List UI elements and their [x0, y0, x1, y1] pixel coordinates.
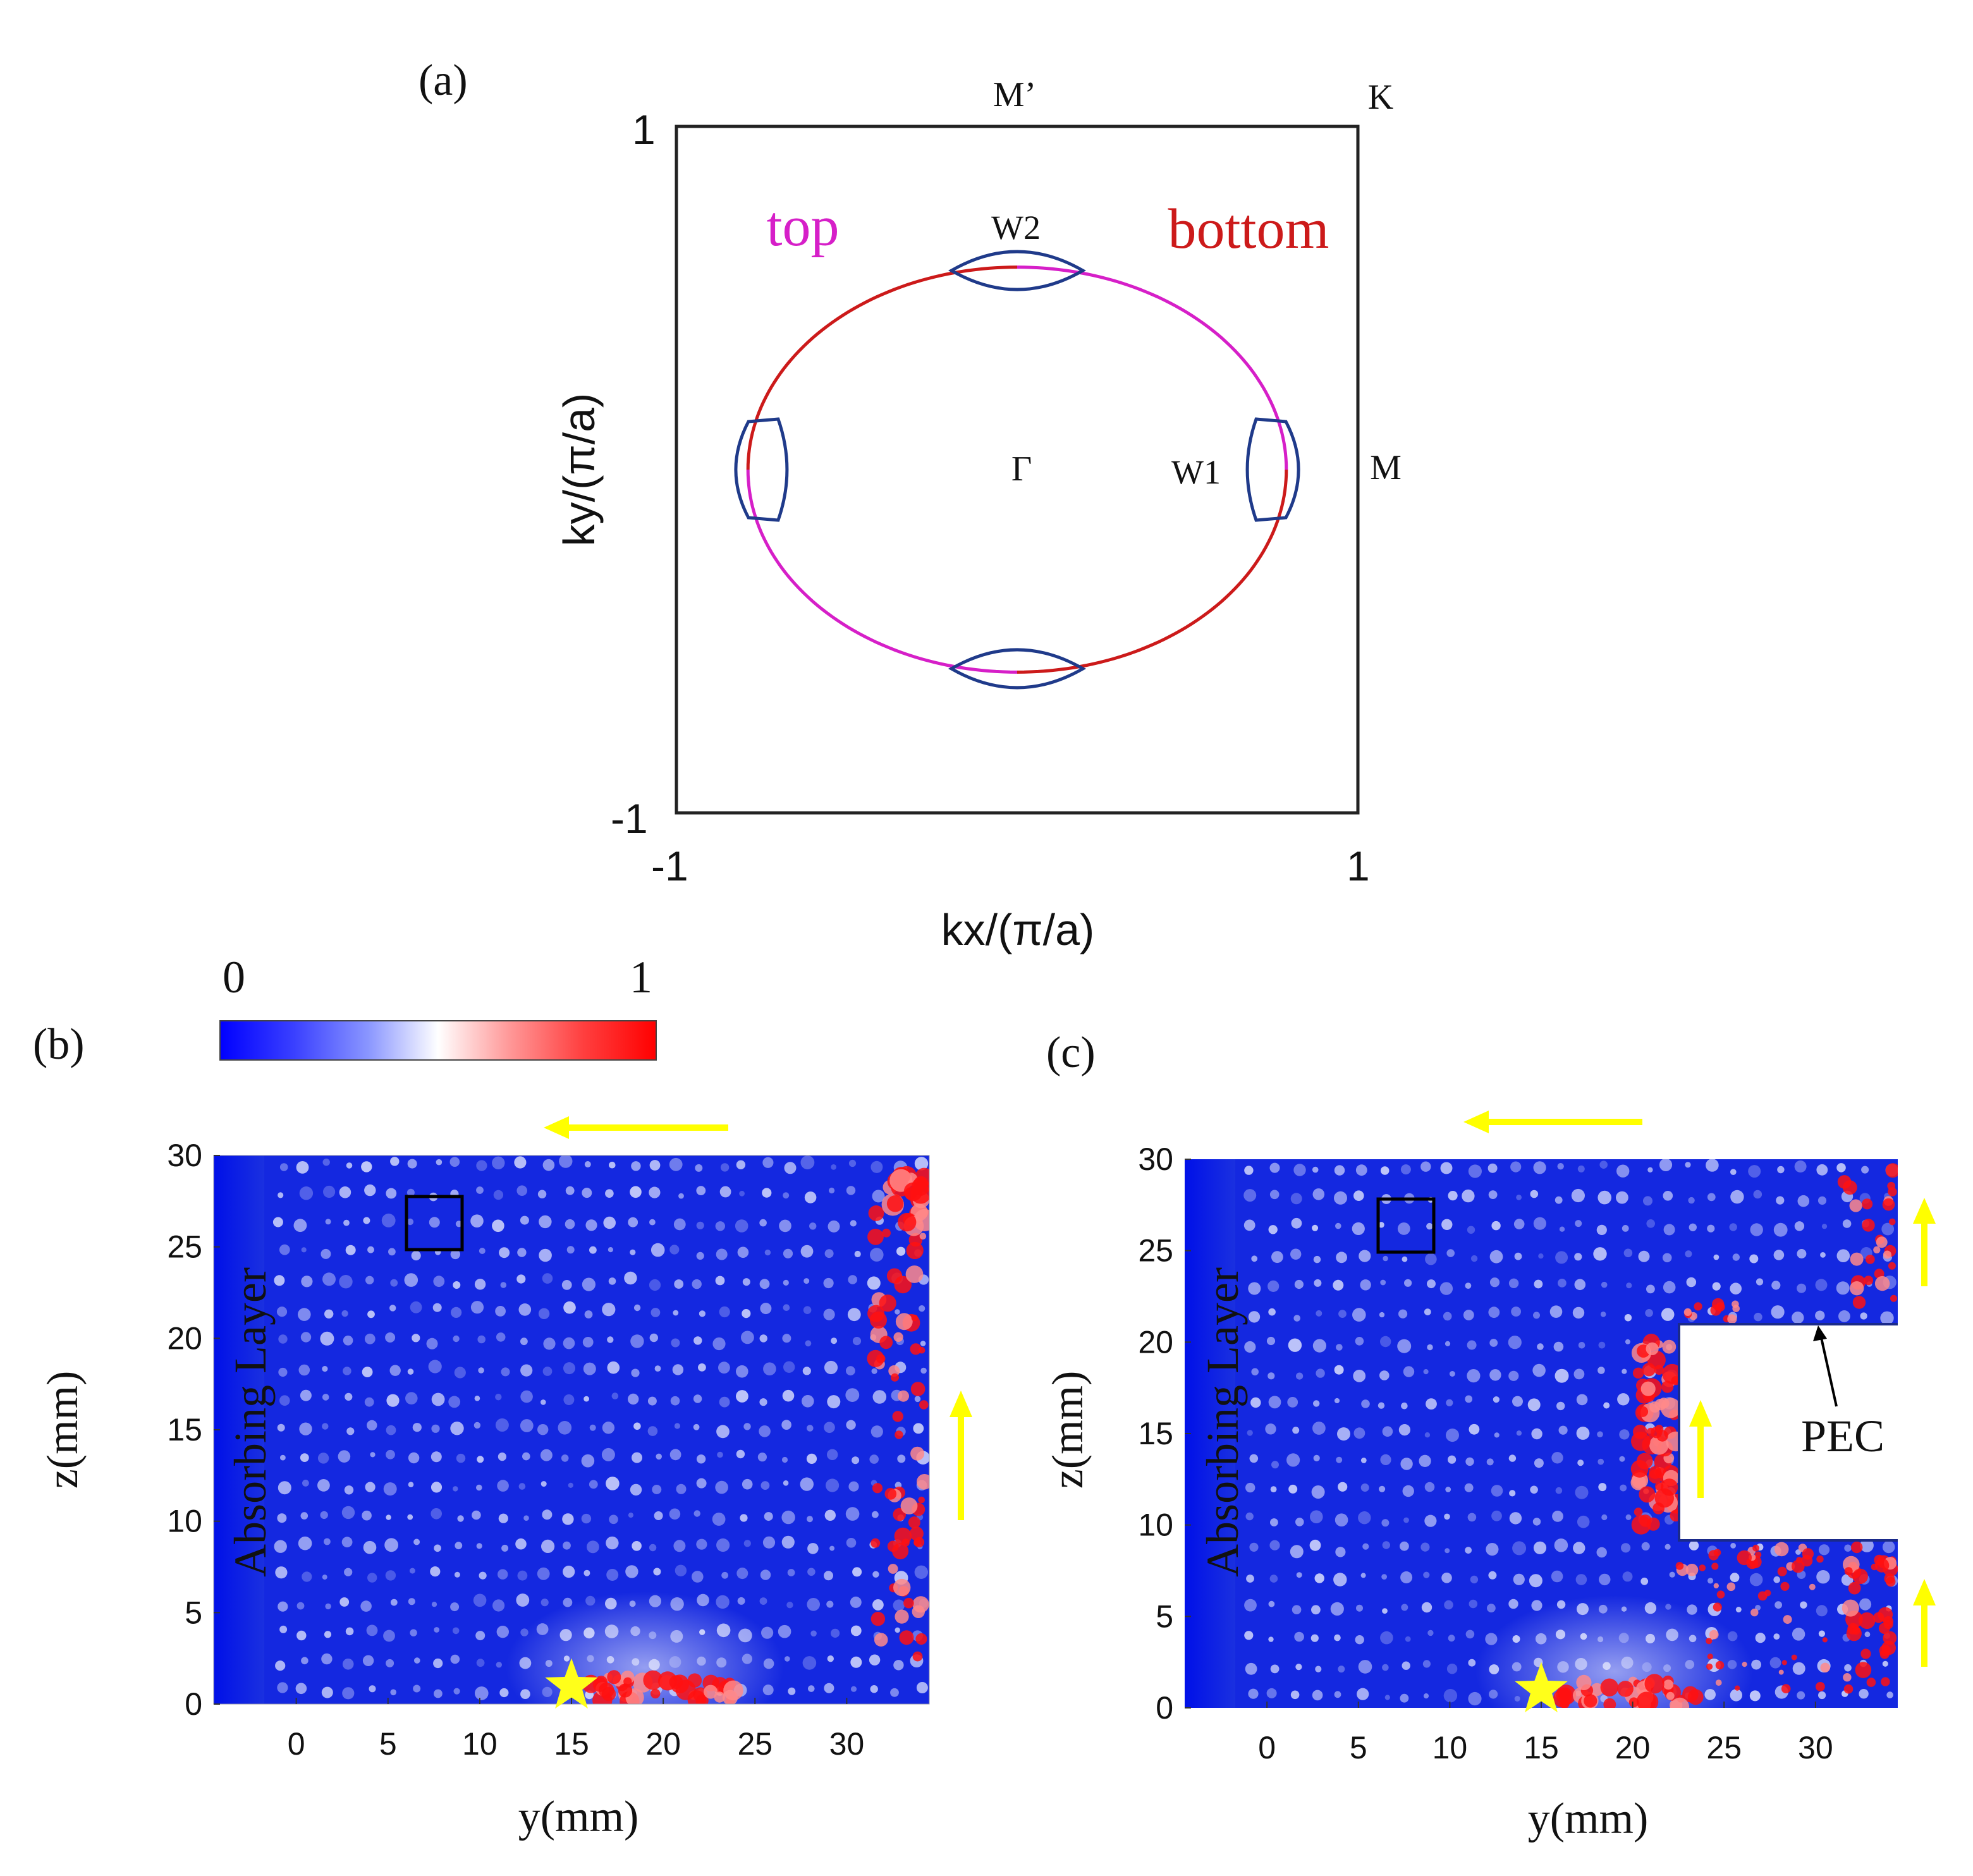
arrow-up-c-mid [1689, 1400, 1712, 1498]
ytick-label: 20 [167, 1320, 202, 1356]
pocket-2 [948, 648, 1087, 690]
absorbing-strip-c [1185, 1159, 1235, 1708]
unit-cell-box-c [1376, 1197, 1436, 1254]
ytick-label: 10 [1138, 1508, 1173, 1543]
weyl-pockets [734, 250, 1300, 690]
colorbar: 0 1 [219, 952, 657, 1061]
point-label-m: M [1370, 448, 1402, 487]
xtick-label: 0 [1258, 1730, 1276, 1765]
pocket-4 [734, 417, 789, 522]
xtick-label: 20 [1615, 1730, 1651, 1765]
source-star-b [545, 1658, 598, 1709]
xtick-label: 5 [379, 1726, 397, 1762]
xtick-label: 30 [829, 1726, 865, 1762]
xtick-label: 10 [462, 1726, 498, 1762]
ytick-label: 5 [1156, 1599, 1173, 1634]
ytick-label: 30 [1138, 1142, 1173, 1177]
ytick-label: 0 [1156, 1690, 1173, 1726]
xtick-left: -1 [651, 843, 688, 889]
point-label-m-prime: M’ [993, 75, 1036, 114]
ytick-label: 20 [1138, 1324, 1173, 1360]
arrow-up-b [950, 1391, 972, 1520]
panel-c-label: (c) [1046, 1028, 1096, 1077]
xaxis-label-a: kx/(π/a) [941, 905, 1095, 954]
ytick-label: 10 [167, 1504, 202, 1539]
arc-top-lower-left [746, 469, 1018, 674]
yaxis-label-b: z(mm) [39, 1371, 87, 1489]
ytick-label: 5 [185, 1595, 202, 1630]
ytick-label: 25 [167, 1229, 202, 1265]
colorbar-gradient [219, 1020, 657, 1061]
xtick-right: 1 [1347, 843, 1370, 889]
ticks-b: 0 5 10 15 20 25 30 0 5 10 15 20 25 30 [167, 1138, 864, 1762]
yaxis-label-c: z(mm) [1044, 1371, 1092, 1489]
xtick-label: 20 [645, 1726, 681, 1762]
point-label-gamma: Γ [1011, 449, 1032, 489]
point-label-w1: W1 [1171, 453, 1221, 491]
pec-pointer [1813, 1325, 1838, 1407]
xtick-label: 15 [1524, 1730, 1559, 1765]
unit-cell-box-b [405, 1195, 464, 1252]
pocket-1 [948, 250, 1087, 291]
field-texture-c [1243, 1159, 1898, 1708]
arrow-up-c-top [1913, 1198, 1936, 1286]
ytick-top: 1 [632, 106, 656, 153]
ytick-label: 25 [1138, 1233, 1173, 1269]
arc-top-upper-right [1017, 265, 1288, 470]
plot-frame-a [675, 125, 1360, 815]
xtick-label: 25 [737, 1726, 773, 1762]
ytick-bottom: -1 [611, 795, 648, 842]
arrow-left-b [544, 1116, 728, 1139]
colorbar-min-label: 0 [223, 952, 245, 1002]
xtick-label: 25 [1706, 1730, 1742, 1765]
ticks-c: 0 5 10 15 20 25 30 0 5 10 15 20 25 30 [1138, 1142, 1833, 1765]
panel-c: (c) 0 5 10 15 20 25 30 0 5 10 15 20 25 30 Absorbing L… [1044, 1028, 1936, 1843]
panel-a-label: (a) [418, 56, 468, 105]
panel-b-label: (b) [33, 1020, 85, 1069]
legend-top: top [766, 195, 839, 258]
ytick-label: 15 [167, 1412, 202, 1447]
ytick-label: 30 [167, 1138, 202, 1173]
absorbing-layer-label-c: Absorbing Layer [1197, 1267, 1248, 1577]
xaxis-label-c: y(mm) [1528, 1794, 1649, 1843]
ytick-label: 15 [1138, 1416, 1173, 1451]
point-label-w2: W2 [991, 209, 1041, 247]
hot-spots-c [1553, 1163, 1898, 1708]
absorbing-layer-label-b: Absorbing Layer [225, 1267, 276, 1577]
panel-a: (a) 1 -1 -1 1 kx/(π/a) ky/(π/a) M’ K M Γ… [418, 56, 1402, 954]
ytick-label: 0 [185, 1686, 202, 1722]
pocket-3 [1245, 417, 1300, 522]
xtick-label: 15 [554, 1726, 589, 1762]
colorbar-max-label: 1 [630, 952, 652, 1002]
yaxis-label-a: ky/(π/a) [554, 393, 604, 547]
fermi-arcs [746, 265, 1288, 674]
arrow-up-c-bottom [1913, 1579, 1936, 1667]
hot-spots-b [582, 1166, 929, 1704]
xaxis-label-b: y(mm) [518, 1793, 639, 1841]
point-label-k: K [1368, 78, 1393, 117]
xtick-label: 5 [1350, 1730, 1367, 1765]
panel-b: (b) 0 5 10 15 20 25 30 0 5 10 15 20 25 30 Absorbing L… [33, 1020, 972, 1841]
pec-boundary [1678, 1323, 1898, 1542]
xtick-label: 0 [288, 1726, 305, 1762]
absorbing-strip-b [214, 1155, 264, 1704]
pec-label: PEC [1801, 1411, 1884, 1461]
arrow-left-c [1463, 1111, 1642, 1133]
legend-bottom: bottom [1168, 198, 1329, 260]
source-star-c [1515, 1662, 1568, 1713]
arc-bottom-upper-left [746, 265, 1018, 470]
arc-bottom-lower-right [1017, 469, 1288, 674]
xtick-label: 30 [1798, 1730, 1833, 1765]
xtick-label: 10 [1432, 1730, 1468, 1765]
